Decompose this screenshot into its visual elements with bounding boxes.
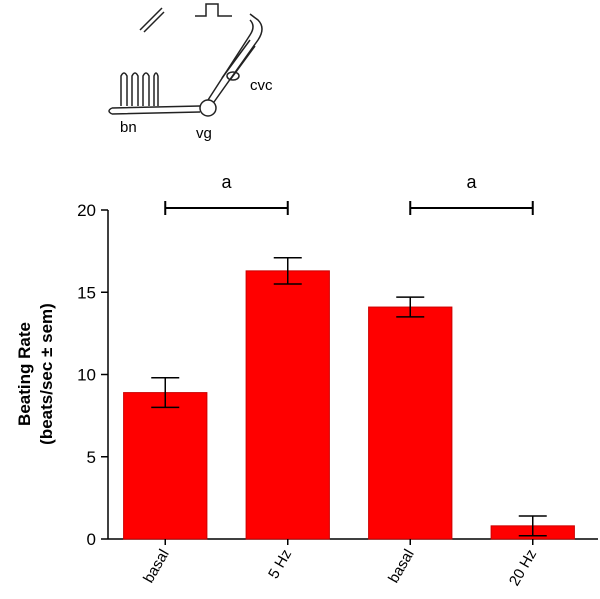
x-tick-label: basal [385,547,418,587]
diagram-label: bn [120,119,137,136]
bar [245,270,330,540]
error-bar [151,377,180,409]
diagram-label: vg [196,125,212,142]
y-axis-label: (beats/sec ± sem) [37,303,56,445]
bar [368,306,453,540]
x-tick-label: 20 Hz [506,547,540,589]
x-tick-label: basal [140,547,173,587]
neurons [120,72,159,106]
error-bar [396,296,425,318]
nerve-diagram: bn vg cvc [108,3,273,142]
error-bar [518,515,547,537]
y-tick-label: 0 [87,530,96,549]
y-axis-label: Beating Rate [15,322,34,426]
y-tick-label: 20 [77,201,96,220]
y-tick-label: 15 [77,283,96,302]
electrode-tip [226,71,240,81]
stimulus-pulse [195,3,232,17]
x-tick-label: 5 Hz [265,547,295,582]
ganglion [199,99,217,117]
significance-bracket [409,201,534,215]
bar [123,392,208,540]
significance-bracket [164,201,289,215]
connective [207,13,263,103]
diagram-label: cvc [250,77,273,94]
y-tick-label: 10 [77,366,96,385]
pipette [139,7,165,33]
nerve-line [108,105,201,115]
significance-label: a [466,172,477,192]
error-bar [273,256,302,285]
y-tick-label: 5 [87,448,96,467]
electrode [221,39,256,81]
significance-label: a [221,172,232,192]
